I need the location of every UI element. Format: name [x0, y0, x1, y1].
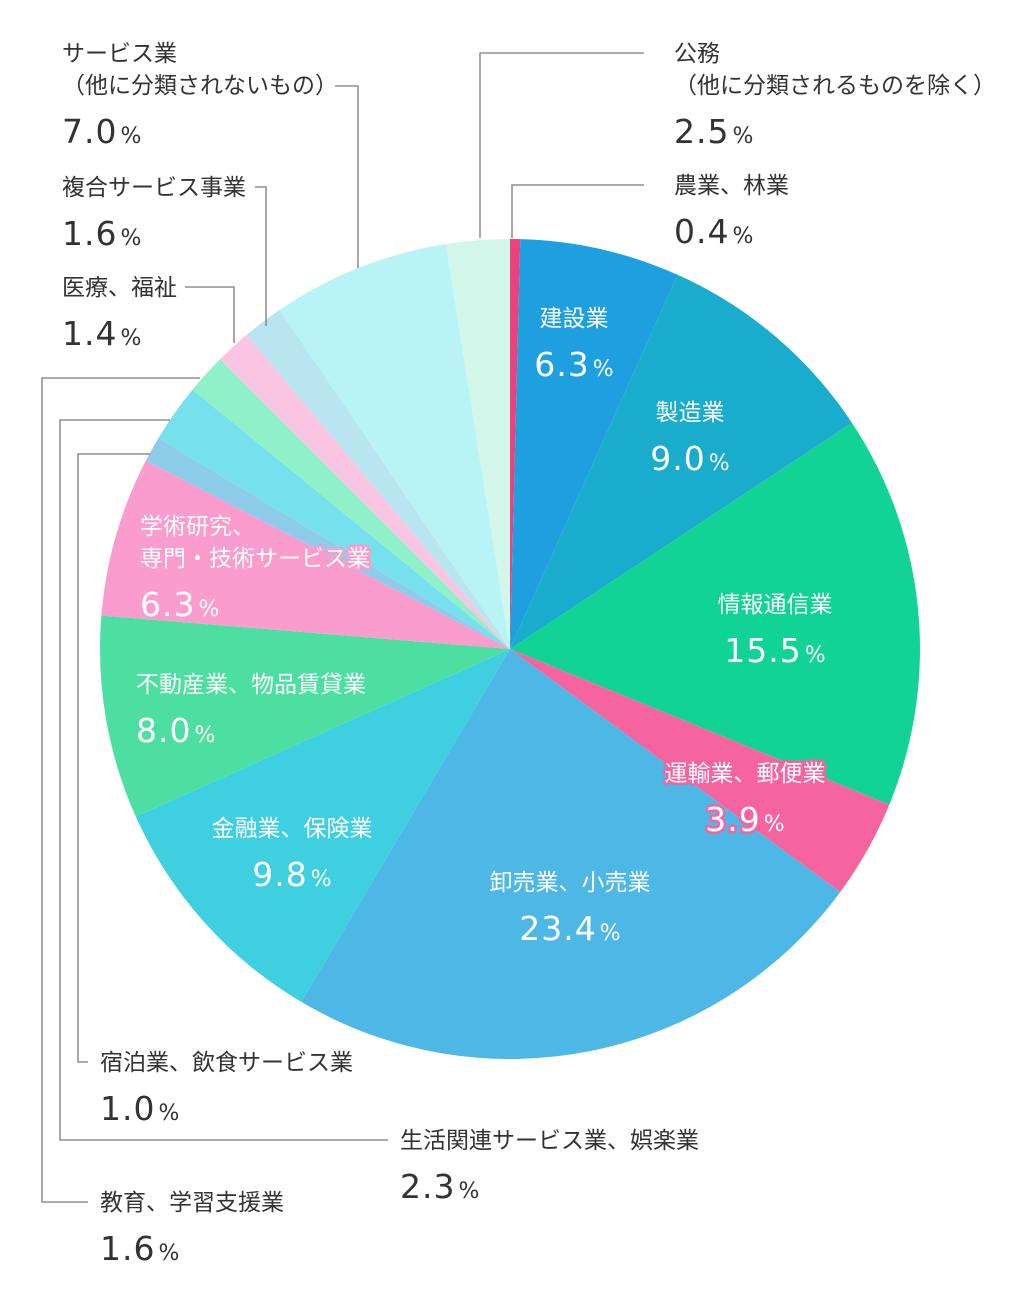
slice-label-name: （他に分類されるものを除く）: [674, 73, 996, 99]
leader-line-6: [59, 419, 388, 1141]
slice-label-1: 製造業 9.0%: [650, 400, 729, 478]
slice-label-8: 公務 （他に分類されるものを除く） 2.5%: [674, 41, 996, 151]
slice-label-name: 生活関連サービス業、娯楽業: [400, 1128, 699, 1154]
slice-label-6: 不動産業、物品賃貸業 8.0%: [136, 672, 366, 750]
slice-label-15: 教育、学習支援業 1.6%: [100, 1190, 284, 1268]
slice-label-value: 8.0%: [136, 711, 215, 750]
pie-slice-2: [510, 274, 852, 649]
pie-slices: [100, 239, 920, 1059]
slice-label-value: 6.3%: [140, 585, 219, 624]
slice-label-value: 9.8%: [252, 855, 331, 894]
slice-label-5: 金融業、保険業 9.8%: [212, 816, 373, 894]
slice-label-name: 建設業: [540, 306, 609, 332]
slice-label-name: 不動産業、物品賃貸業: [136, 672, 366, 698]
slice-label-value: 1.6%: [100, 1229, 179, 1268]
slice-label-value: 23.4%: [519, 909, 620, 948]
pie-slice-13: [246, 309, 510, 649]
slice-labels: 建設業 6.3 % 製造業 9.0 % 情報通信業 15.5 % 運輸業、郵便業 3.9 % 卸売業、小…: [62, 41, 996, 1268]
slice-label-value: 15.5%: [724, 631, 825, 670]
slice-label-value: 1.0%: [100, 1089, 179, 1128]
slice-label-value: 1.4%: [62, 314, 141, 353]
leader-line-0: [479, 52, 644, 238]
slice-label-0: 建設業 6.3%: [534, 306, 613, 384]
slice-label-3: 運輸業、郵便業 3.9%: [662, 759, 828, 842]
pie-slice-8: [101, 460, 511, 649]
slice-label-12: 医療、福祉 1.4%: [62, 275, 177, 353]
pie-slice-6: [135, 649, 511, 1002]
leader-line-5: [77, 453, 150, 1063]
leader-line-3: [255, 186, 267, 326]
slice-label-name: 公務: [674, 41, 720, 67]
slice-label-name: 複合サービス事業: [62, 175, 246, 201]
slice-label-10: サービス業 （他に分類されないもの） 7.0%: [62, 41, 338, 151]
slice-label-name: 金融業、保険業: [212, 816, 373, 842]
slice-label-name: 学術研究、: [140, 514, 255, 540]
slice-label-name: 医療、福祉: [62, 275, 177, 301]
slice-label-value: 0.4%: [674, 212, 753, 251]
leader-line-7: [41, 377, 200, 1203]
slice-label-name: 教育、学習支援業: [100, 1190, 284, 1216]
slice-label-value: 2.3%: [400, 1167, 479, 1206]
slice-label-name: （他に分類されないもの）: [62, 73, 338, 99]
slice-label-value: 2.5%: [674, 112, 753, 151]
pie-slice-10: [158, 389, 510, 649]
slice-label-14: 生活関連サービス業、娯楽業 2.3%: [400, 1128, 699, 1206]
leader-line-2: [335, 85, 359, 268]
pie-slice-14: [279, 244, 510, 650]
slice-label-name: 専門・技術サービス業: [140, 546, 370, 572]
slice-label-name: 農業、林業: [674, 173, 789, 199]
pie-slice-9: [145, 438, 511, 649]
leader-line-4: [185, 286, 235, 343]
slice-label-4: 卸売業、小売業 23.4%: [490, 870, 651, 948]
slice-label-name: 卸売業、小売業: [490, 870, 651, 896]
slice-label-name: 宿泊業、飲食サービス業: [100, 1050, 353, 1076]
slice-label-7: 学術研究、専門・技術サービス業 6.3%: [138, 512, 373, 627]
slice-label-11: 複合サービス事業 1.6%: [62, 175, 246, 253]
slice-label-name: 製造業: [656, 400, 725, 426]
slice-label-name: 運輸業、郵便業: [665, 761, 826, 787]
pie-slice-4: [510, 649, 890, 893]
pie-slice-15: [445, 239, 510, 649]
slice-label-9: 農業、林業 0.4%: [674, 173, 789, 251]
slice-label-value: 3.9%: [705, 800, 784, 839]
pie-slice-12: [220, 334, 510, 649]
pie-slice-1: [510, 239, 678, 649]
slice-label-name: サービス業: [62, 41, 177, 67]
slice-label-name: 情報通信業: [718, 592, 833, 618]
slice-label-2: 情報通信業 15.5%: [718, 592, 833, 670]
pie-slice-7: [100, 615, 510, 817]
leader-line-1: [511, 184, 644, 238]
pie-slice-5: [301, 649, 841, 1059]
slice-label-value: 1.6%: [62, 214, 141, 253]
pie-slice-11: [192, 359, 510, 649]
pie-slice-0: [510, 239, 521, 649]
slice-label-value: 6.3%: [534, 345, 613, 384]
slice-label-13: 宿泊業、飲食サービス業 1.0%: [100, 1050, 353, 1128]
pie-slice-3: [510, 422, 920, 805]
slice-label-value: 9.0%: [650, 439, 729, 478]
slice-label-value: 7.0%: [62, 112, 141, 151]
leader-lines: [41, 52, 644, 1203]
